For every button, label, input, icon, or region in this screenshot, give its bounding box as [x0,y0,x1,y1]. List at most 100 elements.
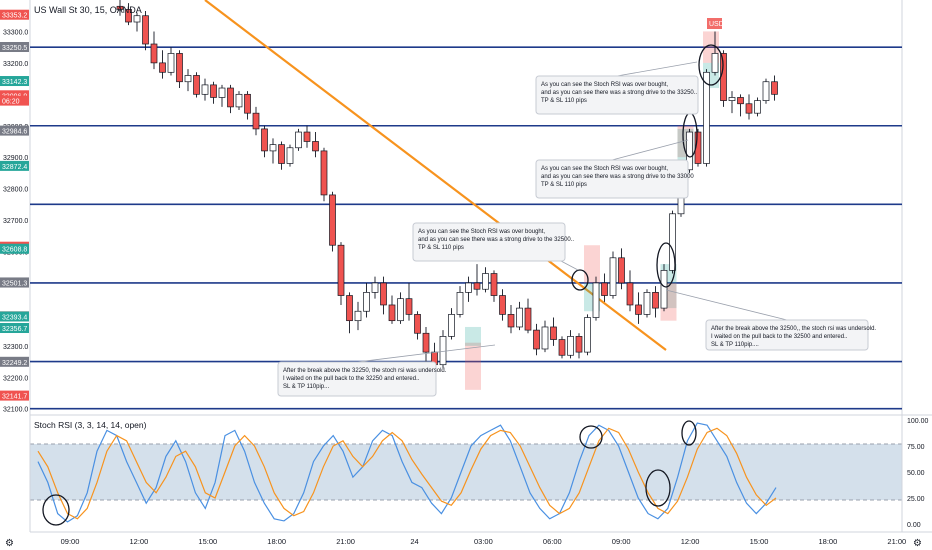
candle-body [405,298,413,315]
candle [363,282,370,318]
candle [669,210,676,274]
candle-body [184,75,192,83]
candle [584,314,591,356]
marker-circle [681,420,697,446]
symbol-title[interactable]: US Wall St 30, 15, OANDA [34,5,142,15]
candle-body [414,314,421,334]
candle [643,289,651,318]
candle [533,323,540,356]
candle [524,298,532,334]
annotation-text: I waited on the pull back to the 32500 a… [711,334,848,340]
settings-icon[interactable]: ⚙ [5,538,14,549]
annotation-box[interactable] [535,159,689,199]
candle [397,292,404,324]
price-badge-bg [0,9,29,20]
price-badge-label: 32141.7 [2,394,27,401]
candle-body [584,317,591,353]
price-badge-bg [0,390,29,401]
candle [762,78,770,104]
price-badge-bg [0,76,29,87]
candle [337,242,345,305]
candle-body [660,270,668,309]
price-axis[interactable]: 33300.033200.033100.033000.032900.032800… [3,29,28,413]
candle-body [261,128,268,152]
marker-circle [645,469,671,507]
price-badge-label: 33142.3 [2,79,27,86]
stoch-axis[interactable]: 100.00 75.00 50.00 25.00 0.00 [907,418,929,529]
annotation-box[interactable] [535,75,699,115]
candle-body [269,144,277,152]
candle [618,248,625,290]
candle-body [320,150,328,196]
indicator-title[interactable]: Stoch RSI (3, 3, 14, 14, open) [34,420,147,430]
candle [116,0,124,16]
price-badge-label: 32393.4 [2,314,27,321]
candle [405,282,413,321]
candle [754,97,761,117]
candle-body [337,244,345,296]
candle [541,320,549,353]
candle-body [473,282,481,290]
candle-body [635,304,642,315]
price-badge-bg [0,277,29,288]
price-badge-label: 33250.5 [2,45,27,52]
candle [388,295,396,324]
candle-body [669,213,676,271]
time-axis[interactable]: 09:00 12:00 15:00 18:00 21:00 24 03:00 06:00 09:… [61,537,907,546]
candle-body [686,131,693,171]
candle-body [303,131,311,142]
price-badge-label: 32608.8 [2,247,27,254]
annotation-text: As you can see the Stoch RSI was over bo… [541,166,668,172]
candle-body [422,332,430,353]
candle [346,292,353,334]
marker-circle [571,269,589,291]
candle-body [159,62,166,73]
time-tick-label: 18:00 [267,537,286,546]
usd-label: USD [709,21,724,28]
candle [193,72,200,98]
candle [184,69,192,92]
price-badge-label: 32872.4 [2,164,27,171]
annotation-text: As you can see the Stoch RSI was over bo… [418,229,545,235]
candle-body [652,292,659,309]
annotation-pointer [616,61,698,77]
time-tick-label: 21:00 [887,537,906,546]
annotation-text: and as you can see there was a strong dr… [418,237,574,243]
candle-body [244,93,251,114]
stoch-band [30,444,902,500]
candle [269,138,277,164]
time-tick-label: 12:00 [681,537,700,546]
annotation-pointer [356,344,496,363]
price-badge-bg [0,95,29,106]
candle-body [711,53,719,73]
price-tick-label: 32800.0 [3,187,28,194]
annotation-box[interactable] [705,319,869,351]
trend-line[interactable] [204,0,667,351]
price-badge-label: 33353.2 [2,13,27,20]
candle [295,128,302,151]
price-tick-label: 32300.0 [3,344,28,351]
price-badge-bg [0,356,29,367]
price-tick-label: 32900.0 [3,155,28,162]
candle [516,301,523,331]
stoch-tick-label: 25.00 [907,496,925,503]
time-tick-label: 18:00 [819,537,838,546]
annotation-text: After the break above the 32250, the sto… [283,368,447,374]
candle [601,273,608,302]
time-tick-label: 09:00 [612,537,631,546]
price-badge: 32393.4 [0,311,29,322]
annotation-text: As you can see the Stoch RSI was over bo… [541,82,668,88]
candle [686,128,693,173]
candle-body [592,282,600,318]
annotation-box[interactable] [277,361,437,397]
annotation-box[interactable] [412,222,566,262]
price-badge: 32984.6 [0,125,29,136]
candle-body [745,103,753,114]
settings-gear-icon[interactable]: ⚙ [913,538,922,549]
candle-body [507,314,515,328]
candle-body [193,75,200,95]
annotation-text: I waited on the pull back to the 32250 a… [283,376,420,382]
candle-body [456,292,464,315]
candle-body [388,304,396,322]
price-badge: 32872.4 [0,160,29,171]
